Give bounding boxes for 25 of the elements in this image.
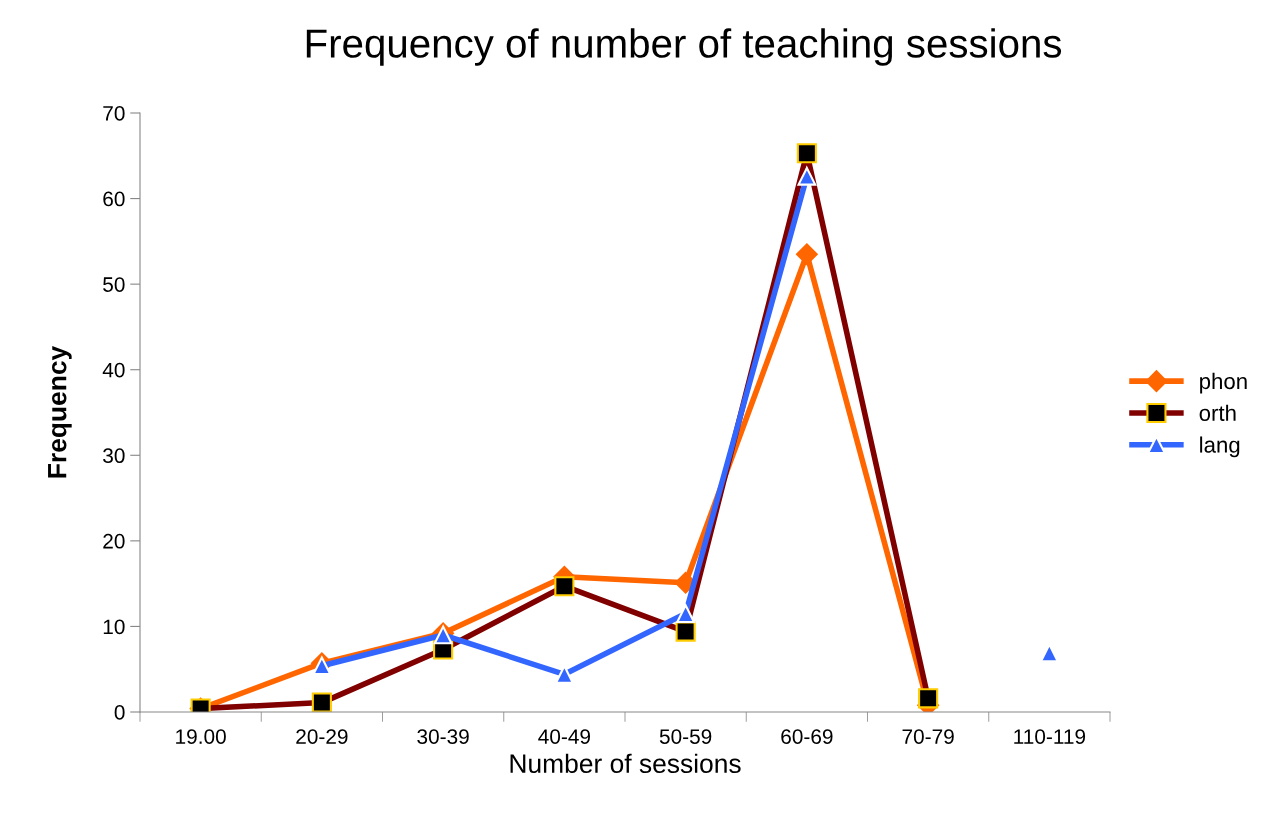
legend-label: lang: [1200, 436, 1240, 458]
y-tick-label: 40: [102, 362, 125, 378]
y-tick-label: 60: [103, 191, 125, 207]
x-tick-label: 110-119: [1014, 729, 1086, 744]
y-tick-label: 50: [103, 277, 125, 292]
point: [796, 243, 818, 266]
y-tick-label: 70: [103, 106, 125, 121]
x-tick-label: 60-69: [781, 729, 833, 744]
y-tick-label: 20: [103, 533, 125, 549]
legend-label: orth: [1199, 404, 1236, 421]
x-tick-label: 30-39: [417, 729, 469, 744]
x-tick-label: 20-29: [296, 729, 348, 744]
x-tick-label: 70-79: [902, 729, 954, 744]
x-tick-label: 40-49: [538, 729, 591, 744]
legend-label: phon: [1200, 372, 1247, 394]
x-tick-label: 19.00: [176, 729, 226, 744]
y-tick-label: 10: [103, 619, 125, 635]
x-axis-title: Number of sessions: [510, 753, 741, 774]
chart-title: Frequency of number of teaching sessions: [306, 28, 1062, 66]
point: [676, 604, 695, 623]
y-tick-label: 30: [103, 448, 125, 464]
y-tick-label: 0: [114, 705, 125, 720]
y-axis-title: Frequency: [48, 345, 72, 478]
point: [797, 166, 817, 186]
x-tick-label: 50-59: [659, 729, 712, 744]
